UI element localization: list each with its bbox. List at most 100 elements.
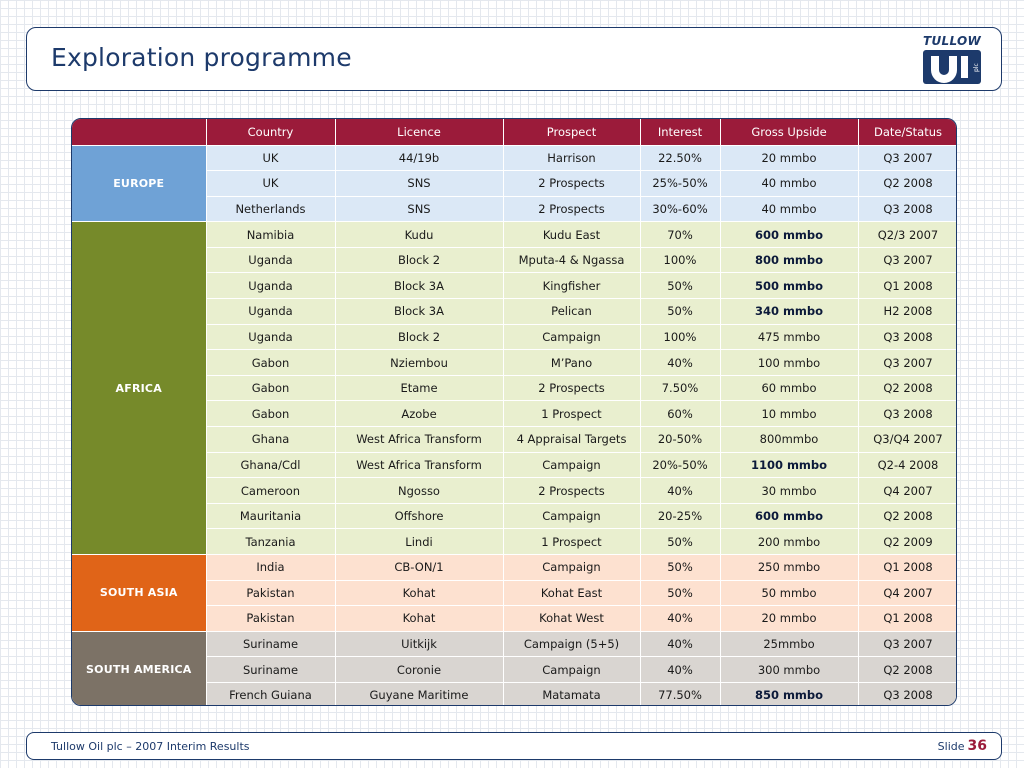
tullow-logo-icon: plc [923, 50, 981, 84]
licence-cell: Offshore [335, 503, 504, 530]
column-header: Prospect [503, 119, 641, 146]
gross-upside-cell: 250 mmbo [720, 554, 859, 581]
country-cell: French Guiana [206, 682, 336, 705]
gross-upside-cell: 600 mmbo [720, 503, 859, 530]
date-status-cell: Q3 2008 [858, 196, 956, 223]
table-row: Netherlands SNS 2 Prospects 30%-60% 40 mmbo Q… [72, 196, 956, 223]
date-status-cell: Q1 2008 [858, 272, 956, 300]
licence-cell: Block 3A [335, 272, 504, 300]
prospect-cell: Campaign [503, 656, 641, 683]
licence-cell: Nziembou [335, 349, 504, 376]
prospect-cell: Kohat West [503, 605, 641, 632]
date-status-cell: Q3 2008 [858, 400, 956, 428]
country-cell: Uganda [206, 272, 336, 300]
prospect-cell: Kohat East [503, 580, 641, 607]
gross-upside-cell: 50 mmbo [720, 580, 859, 607]
prospect-cell: Campaign (5+5) [503, 631, 641, 658]
table-row: Ghana West Africa Transform 4 Appraisal Ta… [72, 426, 956, 453]
licence-cell: Lindi [335, 528, 504, 555]
country-cell: UK [206, 170, 336, 197]
interest-cell: 40% [640, 605, 721, 632]
date-status-cell: Q2 2009 [858, 528, 956, 555]
region-label: SOUTH ASIA [72, 554, 207, 632]
gross-upside-cell: 60 mmbo [720, 375, 859, 402]
date-status-cell: Q3 2008 [858, 682, 956, 705]
licence-cell: Block 3A [335, 298, 504, 325]
country-cell: Namibia [206, 221, 336, 248]
table-row: Pakistan Kohat Kohat West 40% 20 mmbo Q1 2008 [72, 605, 956, 632]
country-cell: Ghana/Cdl [206, 452, 336, 479]
interest-cell: 20-25% [640, 503, 721, 530]
date-status-cell: Q4 2007 [858, 477, 956, 504]
country-cell: UK [206, 145, 336, 172]
interest-cell: 77.50% [640, 682, 721, 705]
licence-cell: Kudu [335, 221, 504, 248]
country-cell: Suriname [206, 656, 336, 683]
prospect-cell: Mputa-4 & Ngassa [503, 247, 641, 274]
region-label: SOUTH AMERICA [72, 631, 207, 705]
date-status-cell: Q1 2008 [858, 605, 956, 632]
date-status-cell: Q4 2007 [858, 580, 956, 607]
date-status-cell: Q2 2008 [858, 656, 956, 683]
prospect-cell: Campaign [503, 452, 641, 479]
date-status-cell: Q2 2008 [858, 375, 956, 402]
prospect-cell: Harrison [503, 145, 641, 172]
table-row: SOUTH ASIA India CB-ON/1 Campaign 50% 250 mmb… [72, 554, 956, 632]
country-cell: Uganda [206, 247, 336, 274]
prospect-cell: 2 Prospects [503, 196, 641, 223]
country-cell: Suriname [206, 631, 336, 658]
interest-cell: 40% [640, 656, 721, 683]
licence-cell: Coronie [335, 656, 504, 683]
country-cell: Pakistan [206, 605, 336, 632]
interest-cell: 60% [640, 400, 721, 428]
interest-cell: 50% [640, 528, 721, 555]
interest-cell: 20%-50% [640, 452, 721, 479]
date-status-cell: Q3/Q4 2007 [858, 426, 956, 453]
licence-cell: CB-ON/1 [335, 554, 504, 581]
interest-cell: 40% [640, 349, 721, 376]
gross-upside-cell: 200 mmbo [720, 528, 859, 555]
exploration-table-container: Country Licence Prospect Interest Gross Upsi… [71, 118, 957, 706]
gross-upside-cell: 40 mmbo [720, 196, 859, 223]
country-cell: Netherlands [206, 196, 336, 223]
country-cell: Gabon [206, 349, 336, 376]
exploration-table: Country Licence Prospect Interest Gross Upsi… [72, 119, 956, 705]
column-header: Interest [640, 119, 721, 146]
table-row: Uganda Block 3A Kingfisher 50% 500 mmbo Q1 20… [72, 272, 956, 300]
logo-wordmark: TULLOW [922, 34, 982, 48]
prospect-cell: 2 Prospects [503, 375, 641, 402]
interest-cell: 22.50% [640, 145, 721, 172]
prospect-cell: Matamata [503, 682, 641, 705]
gross-upside-cell: 500 mmbo [720, 272, 859, 300]
country-cell: Ghana [206, 426, 336, 453]
tullow-logo: TULLOW plc [919, 34, 985, 88]
interest-cell: 20-50% [640, 426, 721, 453]
gross-upside-cell: 20 mmbo [720, 605, 859, 632]
interest-cell: 30%-60% [640, 196, 721, 223]
gross-upside-cell: 100 mmbo [720, 349, 859, 376]
gross-upside-cell: 30 mmbo [720, 477, 859, 504]
table-row: Pakistan Kohat Kohat East 50% 50 mmbo Q4 2007 [72, 580, 956, 607]
prospect-cell: 2 Prospects [503, 170, 641, 197]
prospect-cell: 1 Prospect [503, 528, 641, 555]
prospect-cell: Campaign [503, 503, 641, 530]
gross-upside-cell: 800mmbo [720, 426, 859, 453]
header-region-cell [72, 119, 207, 146]
footer-text: Tullow Oil plc – 2007 Interim Results [51, 740, 250, 753]
table-row: Gabon Nziembou M’Pano 40% 100 mmbo Q3 2007 [72, 349, 956, 376]
interest-cell: 50% [640, 554, 721, 581]
table-row: Tanzania Lindi 1 Prospect 50% 200 mmbo Q2 200… [72, 528, 956, 555]
date-status-cell: Q3 2007 [858, 247, 956, 274]
licence-cell: Azobe [335, 400, 504, 428]
country-cell: Pakistan [206, 580, 336, 607]
interest-cell: 50% [640, 298, 721, 325]
date-status-cell: Q2 2008 [858, 503, 956, 530]
interest-cell: 100% [640, 324, 721, 351]
table-row: AFRICA Namibia Kudu Kudu East 70% 600 mmbo Q2/… [72, 221, 956, 555]
table-row: Gabon Etame 2 Prospects 7.50% 60 mmbo Q2 2008 [72, 375, 956, 402]
licence-cell: Block 2 [335, 324, 504, 351]
slide-number-block: Slide 36 [938, 738, 987, 754]
table-row: EUROPE UK 44/19b Harrison 22.50% 20 mmbo Q3 20… [72, 145, 956, 223]
country-cell: Mauritania [206, 503, 336, 530]
interest-cell: 50% [640, 580, 721, 607]
